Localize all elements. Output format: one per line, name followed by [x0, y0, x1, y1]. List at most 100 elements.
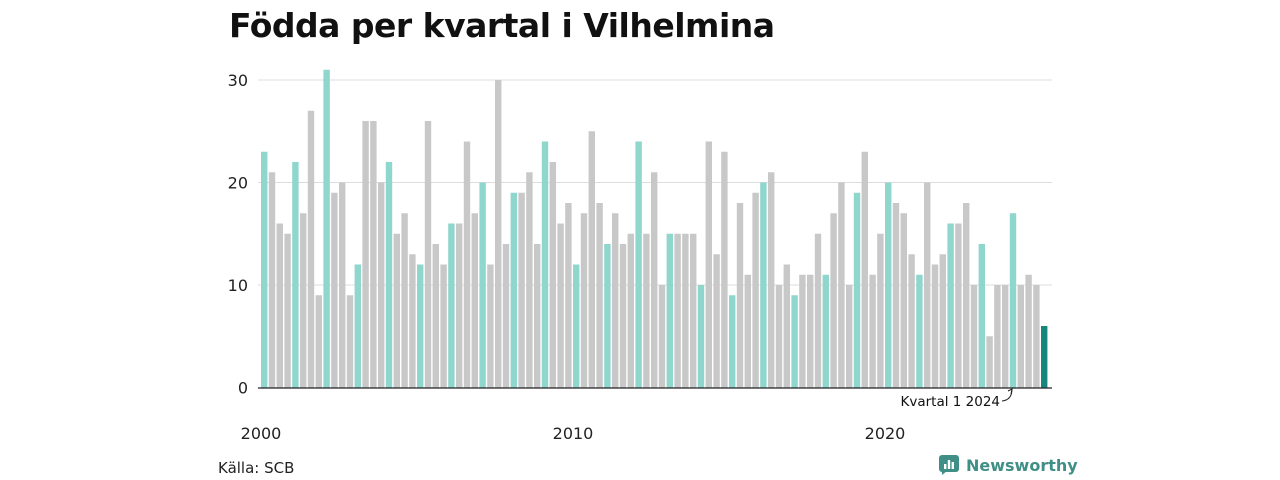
x-tick-label: 2020	[865, 424, 906, 443]
bar	[760, 182, 767, 388]
bar	[510, 192, 517, 388]
bar	[994, 285, 1001, 388]
bar	[307, 110, 315, 388]
bar	[432, 244, 439, 388]
brand-name: Newsworthy	[966, 455, 1078, 475]
annotation: Kvartal 1 2024	[900, 388, 1013, 410]
source-note: Källa: SCB	[218, 459, 295, 477]
bar	[651, 172, 658, 388]
y-tick-label: 30	[228, 71, 248, 90]
bar	[1009, 213, 1017, 388]
bar	[417, 264, 424, 388]
x-tick-labels: 2000 2010 2020	[241, 424, 906, 443]
bar	[807, 274, 814, 388]
brand-logo[interactable]: Newsworthy	[939, 455, 1078, 475]
bar	[370, 121, 377, 388]
bar	[783, 264, 790, 388]
annotation-label: Kvartal 1 2024	[900, 394, 1000, 410]
bar	[908, 254, 915, 388]
bar	[1025, 274, 1032, 388]
bar	[588, 131, 595, 388]
bar	[916, 274, 923, 388]
bar	[604, 244, 611, 388]
bar	[838, 182, 845, 388]
bar	[573, 264, 580, 388]
bar	[471, 213, 478, 388]
bar	[495, 80, 502, 388]
bar	[440, 264, 447, 388]
bar	[1002, 285, 1009, 388]
bar	[346, 295, 354, 388]
bar	[284, 233, 291, 388]
bar	[300, 213, 307, 388]
bar	[292, 162, 299, 388]
bar	[885, 182, 892, 388]
bar	[643, 233, 650, 388]
bar	[518, 192, 525, 388]
bar	[385, 162, 393, 388]
bar	[853, 192, 861, 388]
bar	[752, 192, 759, 388]
bar	[448, 223, 455, 388]
bar	[658, 285, 666, 388]
bar	[362, 121, 369, 388]
bar	[549, 162, 556, 388]
bar	[955, 223, 962, 388]
bar	[705, 141, 712, 388]
bar	[487, 264, 494, 388]
bar	[315, 295, 322, 388]
bar	[713, 254, 720, 388]
bar	[401, 213, 408, 388]
bar	[682, 233, 689, 388]
bar	[674, 233, 681, 388]
bar	[939, 254, 946, 388]
bar	[986, 336, 993, 388]
bar	[479, 182, 486, 388]
bar	[877, 233, 884, 388]
bar	[580, 213, 588, 388]
bar	[557, 223, 564, 388]
bar	[323, 69, 330, 388]
bar	[502, 244, 510, 388]
bar	[768, 172, 775, 388]
bar	[830, 213, 837, 388]
bar	[596, 203, 603, 388]
bar	[846, 285, 853, 388]
bar	[900, 213, 907, 388]
bar	[534, 244, 541, 388]
bar	[1033, 285, 1040, 388]
bar	[729, 295, 736, 388]
bar	[276, 223, 283, 388]
bar	[541, 141, 549, 388]
bar	[721, 151, 728, 388]
bar	[393, 233, 400, 388]
bar	[924, 182, 931, 388]
bar	[666, 233, 673, 388]
bar	[268, 172, 276, 388]
page-title: Födda per kvartal i Vilhelmina	[229, 6, 775, 45]
bar	[822, 274, 829, 388]
bar	[970, 285, 978, 388]
y-tick-label: 10	[228, 276, 248, 295]
bar	[799, 274, 806, 388]
bar	[931, 264, 939, 388]
bar	[697, 285, 705, 388]
bar	[565, 203, 572, 388]
x-tick-label: 2010	[553, 424, 594, 443]
bar	[736, 203, 744, 388]
bar	[635, 141, 642, 388]
bar	[354, 264, 361, 388]
bar	[1017, 285, 1024, 388]
y-tick-label: 20	[228, 174, 248, 193]
bar	[869, 274, 876, 388]
bar	[456, 223, 463, 388]
bar	[619, 244, 627, 388]
bar	[261, 151, 268, 388]
bar	[947, 223, 954, 388]
bar	[424, 121, 432, 388]
bar	[791, 295, 798, 388]
bar	[612, 213, 619, 388]
bar	[963, 203, 970, 388]
bars	[261, 69, 1048, 388]
